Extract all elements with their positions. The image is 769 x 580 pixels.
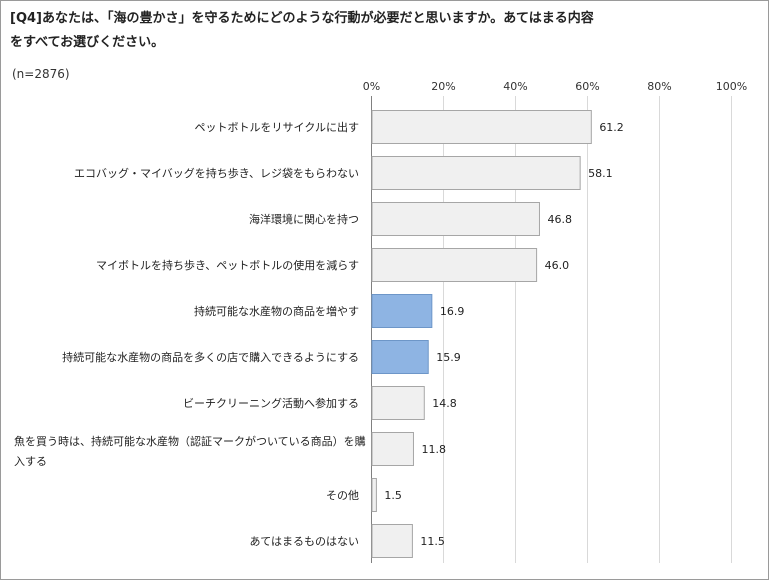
value-label: 1.5 <box>384 489 402 502</box>
category-label: 入する <box>14 455 47 468</box>
bar <box>371 156 581 190</box>
value-label: 46.8 <box>547 213 572 226</box>
value-label: 58.1 <box>588 167 613 180</box>
bar <box>371 386 425 420</box>
x-tick-label: 100% <box>716 80 747 93</box>
value-label: 15.9 <box>436 351 461 364</box>
x-tick-label: 60% <box>575 80 599 93</box>
bar <box>371 202 540 236</box>
category-label: あてはまるものはない <box>249 535 359 548</box>
category-label: その他 <box>326 489 359 502</box>
bar <box>371 248 538 282</box>
value-label: 11.8 <box>421 443 446 456</box>
sample-size-label: (n=2876) <box>12 67 70 81</box>
bar <box>371 432 414 466</box>
bar <box>371 340 429 374</box>
x-tick-label: 20% <box>431 80 455 93</box>
x-tick-label: 0% <box>363 80 380 93</box>
value-label: 14.8 <box>432 397 457 410</box>
title-line-1: [Q4]あなたは、「海の豊かさ」を守るためにどのような行動が必要だと思いますか。… <box>10 11 594 26</box>
title-line-2: をすべてお選びください。 <box>10 35 165 50</box>
bar <box>371 524 413 558</box>
category-label: マイボトルを持ち歩き、ペットボトルの使用を減らす <box>96 258 359 272</box>
x-tick-label: 80% <box>647 80 671 93</box>
category-label: 持続可能な水産物の商品を多くの店で購入できるようにする <box>62 350 359 364</box>
bar <box>371 478 377 512</box>
category-label: 持続可能な水産物の商品を増やす <box>194 304 359 318</box>
category-label: 海洋環境に関心を持つ <box>249 212 359 226</box>
bar <box>371 110 592 144</box>
bar <box>371 294 433 328</box>
category-label: エコバッグ・マイバッグを持ち歩き、レジ袋をもらわない <box>74 166 359 180</box>
category-label: ビーチクリーニング活動へ参加する <box>183 396 359 410</box>
value-label: 46.0 <box>545 259 570 272</box>
category-label: ペットボトルをリサイクルに出す <box>195 120 359 134</box>
value-label: 61.2 <box>599 121 624 134</box>
x-tick-label: 40% <box>503 80 527 93</box>
chart-title: [Q4]あなたは、「海の豊かさ」を守るためにどのような行動が必要だと思いますか。… <box>10 7 750 55</box>
value-label: 11.5 <box>420 535 445 548</box>
value-label: 16.9 <box>440 305 465 318</box>
category-label: 魚を買う時は、持続可能な水産物（認証マークがついている商品）を購 <box>14 434 366 448</box>
